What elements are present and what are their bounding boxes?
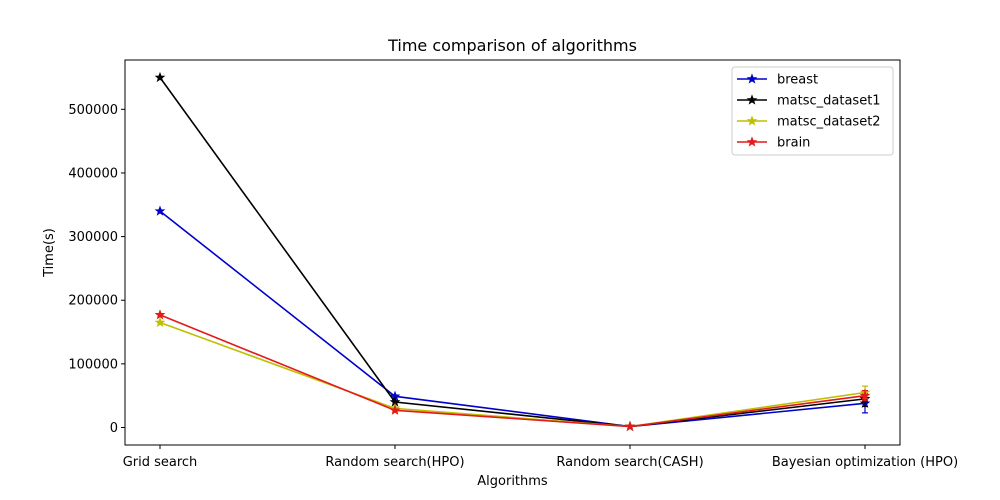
data-point-marker	[154, 309, 166, 320]
series-line	[159, 314, 866, 428]
x-tick-label: Grid search	[123, 455, 198, 470]
series-line	[159, 77, 866, 428]
y-tick-label: 500000	[68, 103, 118, 118]
x-tick-label: Random search(CASH)	[556, 455, 703, 470]
data-point-marker	[154, 71, 166, 83]
series-layer	[154, 71, 871, 432]
y-tick-label: 400000	[68, 166, 118, 181]
series-line	[159, 210, 866, 428]
data-point-marker	[154, 316, 166, 328]
legend-label: breast	[777, 73, 818, 88]
series-brain	[154, 309, 871, 432]
data-point-marker	[154, 205, 166, 216]
legend-marker	[746, 94, 758, 105]
data-point-marker	[389, 404, 401, 415]
y-tick-label: 0	[110, 421, 118, 436]
series-line	[159, 321, 866, 428]
data-point-marker	[624, 420, 636, 432]
chart-title: Time comparison of algorithms	[387, 36, 637, 55]
y-axis: 0 100000 200000 300000 400000 500000	[68, 103, 125, 436]
legend-box	[731, 66, 894, 156]
legend-label: matsc_dataset1	[777, 94, 881, 109]
x-axis: Grid search Random search(HPO) Random sear…	[123, 445, 958, 470]
data-point-marker	[859, 390, 871, 401]
y-tick-label: 300000	[68, 230, 118, 245]
legend-label: brain	[777, 136, 810, 151]
legend-label: matsc_dataset2	[777, 115, 881, 130]
x-axis-title: Algorithms	[477, 474, 548, 489]
legend-marker	[746, 73, 758, 84]
x-tick-label: Bayesian optimization (HPO)	[772, 455, 958, 470]
y-tick-label: 200000	[68, 294, 118, 309]
legend-marker	[746, 136, 758, 147]
legend-marker	[746, 115, 758, 126]
y-axis-title: Time(s)	[42, 228, 57, 278]
x-tick-label: Random search(HPO)	[325, 455, 464, 470]
y-tick-label: 100000	[68, 357, 118, 372]
